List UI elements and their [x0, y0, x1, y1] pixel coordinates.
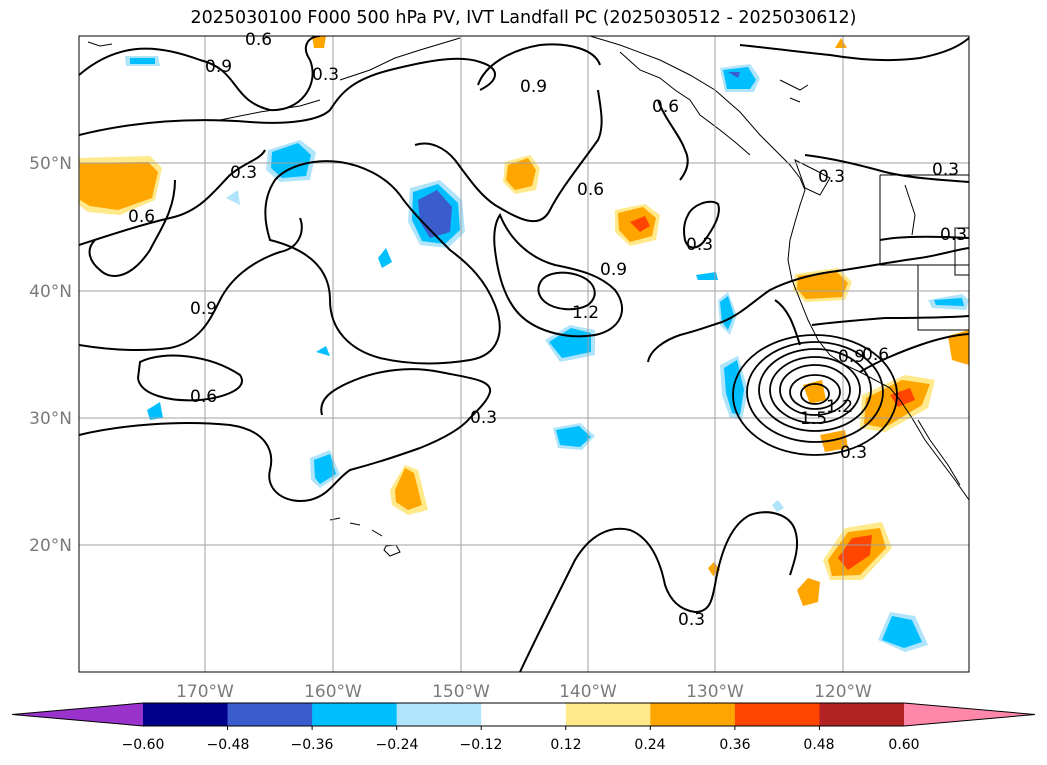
- colorbar-outline: [11, 702, 1036, 727]
- colorbar-segment: [565, 703, 651, 726]
- contour-label: 0.3: [818, 167, 845, 187]
- lon-label: 150°W: [432, 682, 490, 702]
- lat-label: 50°N: [29, 154, 72, 174]
- colorbar-segment: [312, 703, 398, 726]
- latitude-labels: 50°N 40°N 30°N 20°N: [29, 154, 72, 556]
- colorbar-extend-min: [12, 703, 143, 726]
- map-frame: [78, 35, 970, 673]
- lat-label: 40°N: [29, 282, 72, 302]
- contour-label: 1.2: [572, 303, 599, 323]
- colorbar-tick-label: −0.48: [207, 737, 250, 753]
- contour-label: 0.3: [686, 235, 713, 255]
- contour-label: 0.9: [190, 299, 217, 319]
- colorbar-segment: [819, 703, 905, 726]
- colorbar-segment: [227, 703, 313, 726]
- colorbar-tick-label: −0.12: [460, 737, 503, 753]
- colorbar-segment: [396, 703, 482, 726]
- pv-low-circles: [732, 334, 898, 456]
- contour-label: 0.6: [190, 387, 217, 407]
- colorbar-segment: [143, 703, 229, 726]
- contour-label: 0.6: [652, 97, 679, 117]
- colorbar: [11, 702, 1036, 730]
- colorbar-tick-label: 0.60: [888, 737, 919, 753]
- colorbar-segment: [734, 703, 820, 726]
- colorbar-extend-max: [904, 703, 1035, 726]
- contour-label: 0.3: [940, 225, 967, 245]
- lat-label: 20°N: [29, 536, 72, 556]
- colorbar-tick-label: 0.12: [550, 737, 581, 753]
- contour-label: 0.3: [470, 408, 497, 428]
- figure-title: 2025030100 F000 500 hPa PV, IVT Landfall…: [190, 8, 857, 28]
- contour-label: 0.3: [312, 65, 339, 85]
- colorbar-tick-label: −0.24: [376, 737, 419, 753]
- lat-label: 30°N: [29, 409, 72, 429]
- contour-label: 0.9: [838, 347, 865, 367]
- contour-label: 0.6: [245, 30, 272, 50]
- colorbar-tick-label: −0.36: [291, 737, 334, 753]
- colorbar-tick-label: 0.36: [719, 737, 750, 753]
- colorbar-tick-labels: −0.60 −0.48 −0.36 −0.24 −0.12 0.12 0.24 …: [122, 737, 920, 753]
- coastlines: [87, 36, 969, 557]
- longitude-labels: 170°W 160°W 150°W 140°W 130°W 120°W: [176, 682, 872, 702]
- contour-label: 0.9: [600, 260, 627, 280]
- contour-label: 0.9: [205, 57, 232, 77]
- colorbar-tick-label: −0.60: [122, 737, 165, 753]
- contour-label: 0.3: [840, 443, 867, 463]
- contour-label: 0.3: [678, 610, 705, 630]
- lon-label: 120°W: [814, 682, 872, 702]
- map-area: [79, 36, 969, 672]
- gridlines: [79, 36, 969, 672]
- contour-labels: 0.9 0.6 0.3 0.9 0.6 0.3 0.6 0.9 1.2 0.3 …: [128, 30, 967, 630]
- lon-label: 160°W: [304, 682, 362, 702]
- colorbar-segment: [650, 703, 736, 726]
- contour-label: 0.3: [932, 160, 959, 180]
- positive-anomaly-shading: [79, 36, 969, 606]
- contour-label: 1.5: [800, 409, 827, 429]
- contour-label: 0.6: [862, 345, 889, 365]
- contour-label: 1.2: [826, 397, 853, 417]
- lon-label: 170°W: [176, 682, 234, 702]
- contour-label: 0.6: [128, 207, 155, 227]
- pv-contours: [79, 36, 969, 672]
- contour-label: 0.3: [230, 163, 257, 183]
- colorbar-tick-label: 0.24: [634, 737, 665, 753]
- contour-label: 0.6: [577, 180, 604, 200]
- colorbar-tick-label: 0.48: [803, 737, 834, 753]
- lon-label: 130°W: [686, 682, 744, 702]
- contour-label: 0.9: [520, 77, 547, 97]
- colorbar-segment: [481, 703, 567, 726]
- lon-label: 140°W: [559, 682, 617, 702]
